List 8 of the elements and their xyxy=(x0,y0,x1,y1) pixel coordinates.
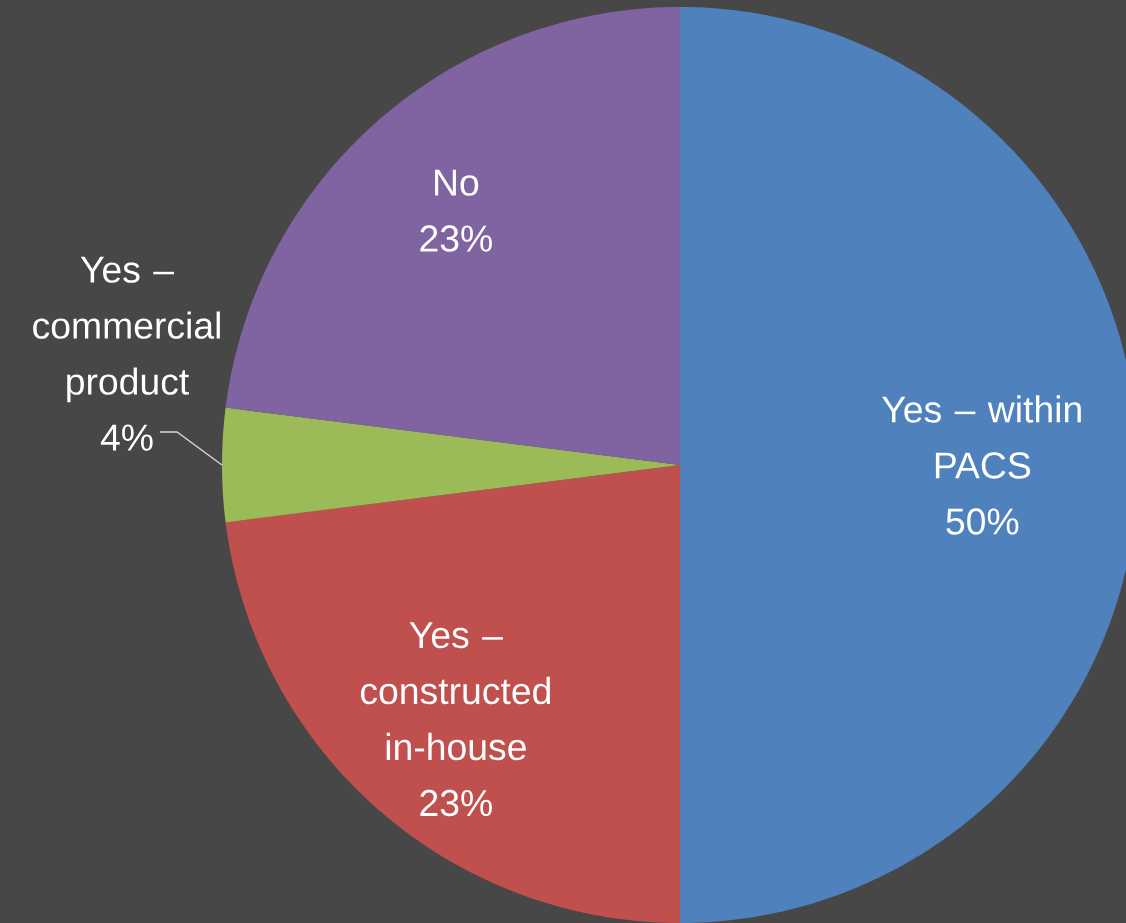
data-label: 4% xyxy=(100,424,153,451)
slice-label: Yes – constructed in-house xyxy=(360,622,550,761)
data-label: 23% xyxy=(420,789,492,817)
slice-label: Yes – commercial product xyxy=(33,256,220,403)
slice-label: No xyxy=(435,169,479,196)
slice-label: Yes – within PACS xyxy=(882,395,1081,479)
data-label: 50% xyxy=(946,508,1019,535)
data-label: 23% xyxy=(420,225,492,252)
